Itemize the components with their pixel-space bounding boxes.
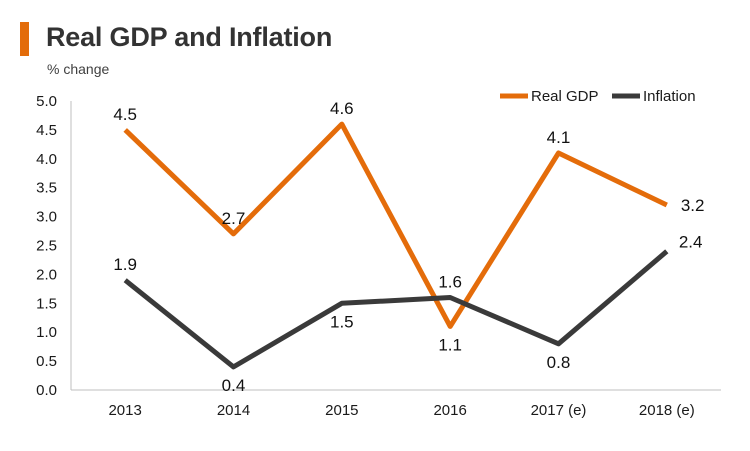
x-tick-label: 2013: [108, 402, 141, 419]
x-axis-ticks: 2013 2014 2015 2016 2017 (e) 2018 (e): [108, 402, 694, 419]
data-label: 0.4: [222, 376, 246, 395]
data-label: 4.5: [113, 105, 137, 124]
x-tick-label: 2018 (e): [639, 402, 695, 419]
data-label: 1.1: [438, 335, 462, 354]
data-labels: 4.5 2.7 4.6 1.1 4.1 3.2 1.9 0.4 1.5 1.6 0.8 2.4: [113, 99, 704, 395]
data-label: 1.5: [330, 312, 354, 331]
chart-subtitle: % change: [47, 61, 110, 77]
y-tick-label: 2.5: [36, 238, 57, 255]
y-tick-label: 4.0: [36, 151, 57, 168]
legend-label: Real GDP: [531, 88, 599, 105]
chart-title: Real GDP and Inflation: [46, 22, 333, 52]
legend[interactable]: Real GDP Inflation: [500, 88, 696, 105]
series-line-real-gdp: [123, 121, 668, 329]
y-tick-label: 4.5: [36, 122, 57, 139]
y-tick-label: 0.0: [36, 382, 57, 399]
x-tick-label: 2016: [433, 402, 466, 419]
data-label: 0.8: [547, 353, 571, 372]
data-label: 1.9: [113, 255, 137, 274]
data-label: 2.7: [222, 209, 246, 228]
data-label: 4.1: [547, 128, 571, 147]
y-tick-label: 3.5: [36, 180, 57, 197]
data-label: 2.4: [679, 232, 703, 251]
data-label: 4.6: [330, 99, 354, 118]
x-tick-label: 2014: [217, 402, 250, 419]
data-label: 3.2: [681, 196, 705, 215]
y-tick-label: 1.0: [36, 324, 57, 341]
data-label: 1.6: [438, 273, 462, 292]
y-tick-label: 0.5: [36, 353, 57, 370]
x-tick-label: 2017 (e): [531, 402, 587, 419]
legend-label: Inflation: [643, 88, 696, 105]
series-line-inflation: [123, 249, 669, 370]
title-accent-bar: [20, 22, 29, 56]
y-tick-label: 3.0: [36, 209, 57, 226]
y-tick-label: 1.5: [36, 295, 57, 312]
series-lines: [123, 121, 669, 370]
x-tick-label: 2015: [325, 402, 358, 419]
axes: [70, 101, 721, 391]
y-axis-ticks: 0.0 0.5 1.0 1.5 2.0 2.5 3.0 3.5 4.0 4.5 5.0: [36, 93, 57, 399]
y-tick-label: 2.0: [36, 266, 57, 283]
y-tick-label: 5.0: [36, 93, 57, 110]
